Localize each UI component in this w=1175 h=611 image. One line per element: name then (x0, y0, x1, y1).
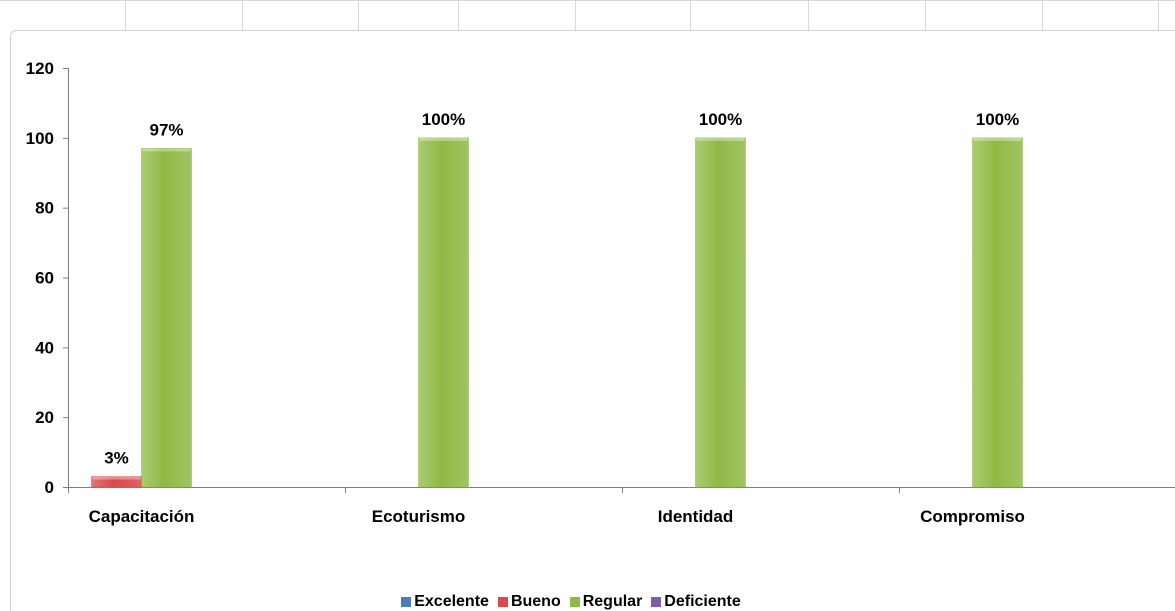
legend-label: Deficiente (664, 593, 741, 610)
y-tick-label: 40 (35, 338, 54, 357)
legend-item-bueno[interactable]: Bueno (497, 593, 561, 611)
legend-item-deficiente[interactable]: Deficiente (651, 593, 741, 611)
bar-bevel (142, 148, 191, 152)
bar-regular-2[interactable] (695, 137, 746, 488)
y-tick-label: 60 (35, 269, 54, 288)
bar-regular-1[interactable] (418, 137, 469, 488)
legend-swatch (497, 597, 508, 607)
legend-label: Regular (582, 593, 643, 610)
data-label: 100% (976, 110, 1019, 129)
bar-bevel (696, 137, 745, 141)
bar-bevel (973, 137, 1022, 141)
chart-svg: 0 20 40 60 80 100 120 Capacitación Ecoturismo Ide… (26, 59, 1175, 526)
bar-regular-0[interactable] (141, 148, 192, 488)
legend-swatch (651, 597, 662, 607)
y-tick-label: 0 (45, 478, 54, 497)
legend-label: Bueno (510, 593, 561, 610)
chart-area[interactable]: 0 20 40 60 80 100 120 Capacitación Ecoturismo Ide… (10, 30, 1175, 611)
legend-item-regular[interactable]: Regular (569, 593, 643, 611)
spreadsheet-grid (0, 0, 1175, 32)
data-label: 100% (422, 110, 465, 129)
y-tick-label: 120 (26, 59, 54, 78)
data-label: 97% (149, 120, 183, 139)
legend-label: Excelente (414, 593, 489, 610)
x-category-label: Capacitación (89, 507, 195, 526)
legend-item-excelente[interactable]: Excelente (401, 593, 489, 611)
bar-bevel (92, 476, 141, 480)
y-tick-label: 20 (35, 408, 54, 427)
x-category-label: Identidad (658, 507, 734, 526)
legend[interactable]: Excelente Bueno Regular Deficiente (11, 593, 1131, 611)
bar-regular-3[interactable] (972, 137, 1023, 488)
legend-swatch (401, 597, 412, 607)
y-tick-label: 100 (26, 129, 54, 148)
data-label: 100% (699, 110, 742, 129)
y-tick-label: 80 (35, 199, 54, 218)
x-category-label: Ecoturismo (372, 507, 466, 526)
data-label: 3% (104, 449, 129, 468)
x-category-label: Compromiso (920, 507, 1025, 526)
legend-swatch (569, 597, 580, 607)
bar-bevel (419, 137, 468, 141)
